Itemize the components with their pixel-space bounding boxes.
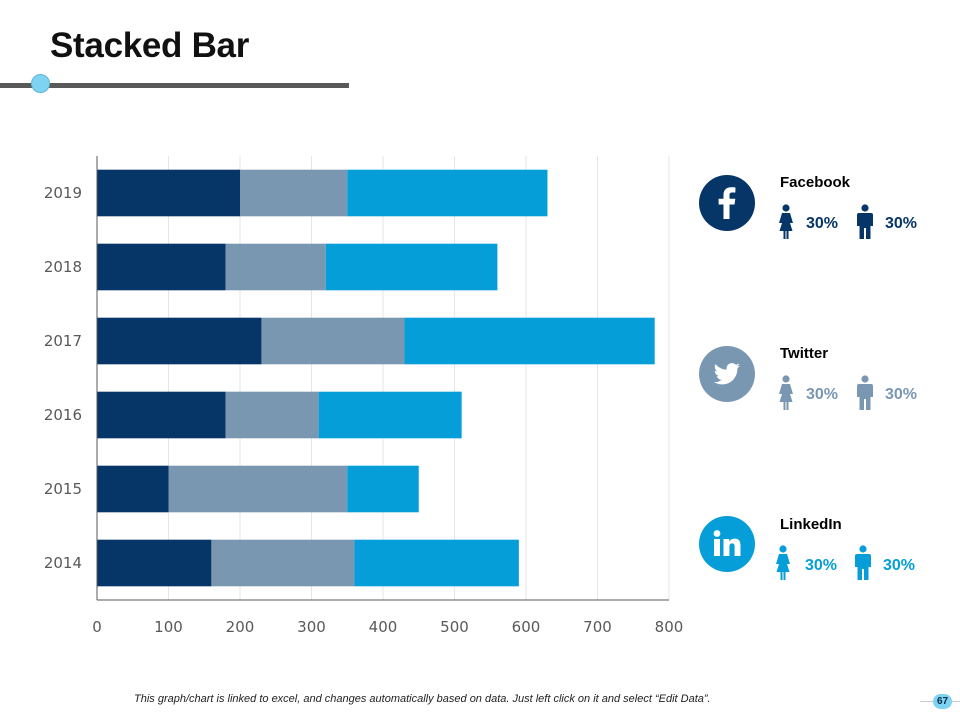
title-underline	[0, 83, 349, 88]
bar-segment[interactable]	[97, 391, 226, 439]
twitter-icon[interactable]	[699, 346, 755, 402]
bar-segment[interactable]	[240, 169, 348, 217]
bar-segment[interactable]	[168, 465, 348, 513]
facebook-icon[interactable]	[699, 175, 755, 231]
bar-segment[interactable]	[225, 391, 319, 439]
social-name: LinkedIn	[780, 516, 842, 533]
bar-segment[interactable]	[325, 243, 498, 291]
x-tick-label: 100	[154, 618, 183, 636]
y-category-label: 2017	[44, 332, 82, 350]
x-tick-label: 400	[369, 618, 398, 636]
male-percentage: 30%	[883, 557, 916, 574]
female-percentage: 30%	[806, 215, 839, 232]
female-icon	[779, 375, 793, 410]
x-tick-label: 300	[297, 618, 326, 636]
male-icon	[855, 545, 871, 580]
social-name: Facebook	[780, 174, 851, 191]
male-percentage: 30%	[885, 386, 918, 403]
y-category-label: 2015	[44, 480, 82, 498]
bar-segment[interactable]	[404, 317, 655, 365]
bar-segment[interactable]	[347, 465, 419, 513]
bar-segment[interactable]	[97, 243, 226, 291]
x-tick-label: 600	[512, 618, 541, 636]
female-percentage: 30%	[805, 557, 838, 574]
x-tick-label: 500	[440, 618, 469, 636]
male-icon	[857, 375, 873, 410]
linkedin-icon[interactable]	[699, 516, 755, 572]
x-tick-label: 0	[92, 618, 102, 636]
x-tick-label: 200	[226, 618, 255, 636]
title-accent-dot	[31, 74, 50, 93]
y-category-label: 2016	[44, 406, 82, 424]
bar-segment[interactable]	[211, 539, 355, 587]
bar-segment[interactable]	[347, 169, 548, 217]
bar-segment[interactable]	[225, 243, 326, 291]
y-category-label: 2014	[44, 554, 82, 572]
female-icon	[779, 204, 793, 239]
bar-segment[interactable]	[354, 539, 519, 587]
footnote: This graph/chart is linked to excel, and…	[134, 693, 711, 705]
bar-segment[interactable]	[318, 391, 462, 439]
x-tick-label: 700	[583, 618, 612, 636]
bar-segment[interactable]	[261, 317, 405, 365]
y-category-label: 2019	[44, 184, 82, 202]
social-name: Twitter	[780, 345, 829, 362]
y-category-label: 2018	[44, 258, 82, 276]
female-percentage: 30%	[806, 386, 839, 403]
bar-segment[interactable]	[97, 465, 169, 513]
page-number: 67	[933, 694, 952, 709]
male-percentage: 30%	[885, 215, 918, 232]
female-icon	[776, 545, 790, 580]
bar-segment[interactable]	[97, 317, 262, 365]
page-title: Stacked Bar	[50, 26, 250, 65]
x-tick-label: 800	[655, 618, 684, 636]
bar-segment[interactable]	[97, 539, 212, 587]
bar-segment[interactable]	[97, 169, 240, 217]
male-icon	[857, 204, 873, 239]
